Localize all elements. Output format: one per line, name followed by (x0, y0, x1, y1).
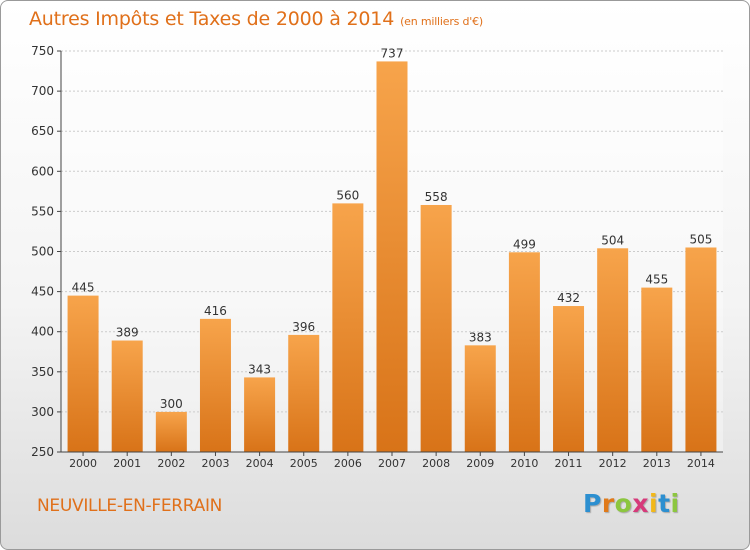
bar (597, 248, 629, 452)
y-tick-label: 600 (31, 164, 54, 178)
bar (199, 318, 231, 452)
bar-value-label: 396 (292, 320, 315, 334)
y-tick-label: 250 (31, 445, 54, 459)
x-tick-label: 2008 (422, 457, 450, 470)
bar (508, 252, 540, 452)
logo-letter: t (658, 489, 671, 518)
bar-value-label: 300 (160, 397, 183, 411)
x-tick-label: 2010 (510, 457, 538, 470)
y-tick-label: 650 (31, 124, 54, 138)
bar-value-label: 558 (425, 190, 448, 204)
logo-letter: i (649, 489, 659, 518)
y-tick-label: 450 (31, 285, 54, 299)
x-tick-label: 2001 (113, 457, 141, 470)
y-tick-label: 350 (31, 365, 54, 379)
bar-value-label: 389 (116, 326, 139, 340)
y-tick-label: 400 (31, 325, 54, 339)
bar-value-label: 416 (204, 304, 227, 318)
bar-value-label: 432 (557, 291, 580, 305)
logo-letter: i (670, 489, 680, 518)
bar (155, 411, 187, 452)
bar-value-label: 505 (689, 232, 712, 246)
chart-unit: (en milliers d'€) (400, 15, 483, 28)
bar (685, 247, 717, 452)
bar-value-label: 737 (381, 46, 404, 60)
logo-letter: r (601, 489, 615, 518)
bar-value-label: 504 (601, 233, 624, 247)
y-tick-label: 500 (31, 245, 54, 259)
chart-title-text: Autres Impôts et Taxes de 2000 à 2014 (29, 8, 395, 30)
x-tick-label: 2000 (69, 457, 97, 470)
bar (67, 295, 99, 452)
bar (641, 287, 673, 452)
x-tick-label: 2014 (687, 457, 715, 470)
bar (376, 61, 408, 453)
x-tick-label: 2002 (157, 457, 185, 470)
bar (332, 203, 364, 452)
proxiti-logo: Proxiti (583, 489, 680, 518)
bar-value-label: 560 (336, 188, 359, 202)
x-tick-label: 2005 (290, 457, 318, 470)
bar (420, 204, 452, 452)
logo-letter: o (614, 489, 633, 518)
y-tick-label: 300 (31, 405, 54, 419)
bar (111, 340, 143, 452)
bar-value-label: 445 (72, 281, 95, 295)
x-tick-label: 2013 (643, 457, 671, 470)
logo-letter: x (632, 489, 649, 518)
bar (464, 345, 496, 452)
bar-value-label: 499 (513, 237, 536, 251)
x-tick-label: 2006 (334, 457, 362, 470)
y-tick-label: 700 (31, 84, 54, 98)
bar-value-label: 383 (469, 330, 492, 344)
bar (553, 306, 585, 452)
chart-title: Autres Impôts et Taxes de 2000 à 2014 (en… (29, 8, 483, 30)
x-tick-label: 2004 (246, 457, 274, 470)
x-tick-label: 2007 (378, 457, 406, 470)
y-tick-label: 750 (31, 44, 54, 58)
y-tick-label: 550 (31, 204, 54, 218)
x-tick-label: 2003 (201, 457, 229, 470)
bar (244, 377, 276, 452)
bar (288, 334, 320, 452)
x-tick-label: 2011 (555, 457, 583, 470)
x-tick-label: 2009 (466, 457, 494, 470)
bar-value-label: 455 (645, 273, 668, 287)
x-tick-label: 2012 (599, 457, 627, 470)
commune-name: NEUVILLE-EN-FERRAIN (37, 496, 223, 516)
bar-value-label: 343 (248, 362, 271, 376)
logo-letter: P (583, 489, 602, 518)
